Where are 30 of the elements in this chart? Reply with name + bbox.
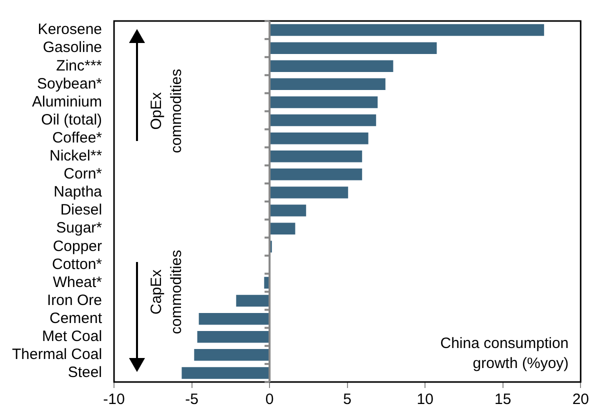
y-tick-label: Thermal Coal bbox=[12, 346, 102, 364]
y-tick-label: Naptha bbox=[54, 184, 103, 201]
y-tick-label: Copper bbox=[52, 238, 102, 255]
y-tick-label: Kerosene bbox=[38, 21, 102, 38]
y-tick-label: Corn* bbox=[64, 166, 102, 183]
y-tick-label: Zinc*** bbox=[56, 57, 102, 74]
y-tick-label: Gasoline bbox=[42, 39, 102, 56]
x-tick-label: 0 bbox=[265, 391, 274, 408]
annotation: OpEx commodities bbox=[148, 68, 186, 154]
y-tick-label: Nickel** bbox=[50, 148, 102, 165]
y-tick-label: Sugar* bbox=[56, 220, 102, 237]
y-tick-label: Coffee* bbox=[52, 129, 102, 146]
annotation: China consumption growth (%yoy) bbox=[440, 335, 569, 372]
y-tick-label: Iron Ore bbox=[47, 292, 102, 309]
y-tick-label: Oil (total) bbox=[41, 111, 102, 128]
y-tick-label: Met Coal bbox=[42, 328, 102, 346]
x-tick-label: 15 bbox=[494, 391, 512, 408]
y-tick-label: Steel bbox=[68, 364, 102, 382]
y-tick-label: Wheat* bbox=[52, 274, 102, 291]
x-tick-label: -5 bbox=[185, 391, 198, 408]
x-tick-label: 20 bbox=[572, 391, 589, 408]
x-tick-label: 10 bbox=[416, 391, 434, 408]
y-tick-label: Soybean* bbox=[36, 75, 102, 92]
x-tick-label: -10 bbox=[103, 391, 125, 408]
y-tick-label: Diesel bbox=[60, 202, 102, 219]
annotation: CapEx commodities bbox=[148, 250, 186, 334]
y-tick-label: Aluminium bbox=[32, 93, 102, 110]
x-tick-label: 5 bbox=[343, 391, 352, 408]
y-tick-label: Cotton* bbox=[52, 256, 102, 273]
y-tick-label: Cement bbox=[50, 310, 103, 327]
